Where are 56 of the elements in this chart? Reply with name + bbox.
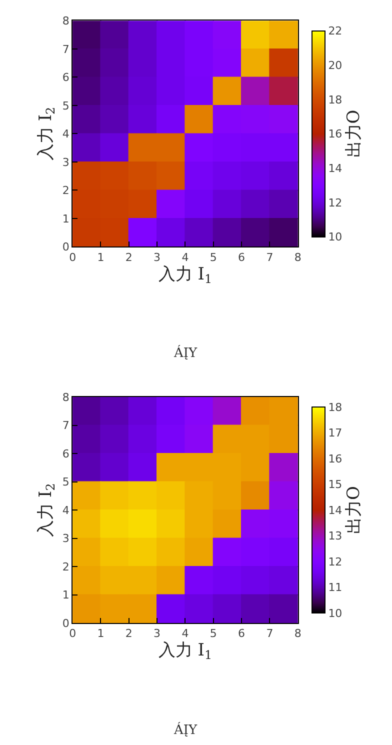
x-tick-label: 6	[238, 250, 246, 264]
y-tick-label: 6	[62, 71, 70, 84]
color-bar-label: 22	[328, 24, 342, 38]
color-bar-label: 20	[328, 58, 342, 72]
color-bar-label: 10	[328, 230, 342, 244]
y-tick-label: 0	[62, 616, 70, 630]
y-tick-label: 8	[62, 390, 70, 404]
color-bar-label: 15	[328, 478, 342, 492]
x-tick-label: 4	[182, 627, 189, 640]
y-tick-label: 0	[62, 240, 70, 254]
x-axis-title: 入力 I$_{1}$	[158, 640, 212, 662]
color-bar-label: 14	[328, 504, 342, 517]
color-bar-label: 18	[328, 93, 342, 106]
y-tick-label: 6	[62, 447, 70, 460]
color-bar-label: 12	[328, 555, 342, 568]
color-bar-label: 16	[328, 452, 342, 466]
x-tick-label: 7	[266, 627, 274, 640]
y-tick-label: 5	[62, 99, 70, 112]
y-tick-label: 8	[62, 14, 70, 28]
text: ÁĮY	[173, 344, 198, 361]
x-tick-label: 5	[210, 627, 217, 640]
color-bar-label: 11	[328, 581, 342, 594]
y-tick-label: 7	[62, 419, 70, 432]
y-tick-label: 1	[62, 212, 70, 226]
y-tick-label: 3	[62, 532, 70, 546]
color-bar-label: 13	[328, 530, 342, 543]
x-tick-label: 1	[97, 250, 104, 264]
color-bar-title: 出力O	[344, 110, 364, 158]
x-tick-label: 2	[125, 250, 132, 264]
x-tick-label: 6	[238, 627, 246, 640]
x-tick-label: 4	[182, 250, 189, 264]
y-tick-label: 3	[62, 156, 70, 169]
y-tick-label: 7	[62, 42, 70, 56]
color-bar-label: 12	[328, 196, 342, 210]
y-tick-label: 4	[62, 504, 70, 517]
y-tick-label: 2	[62, 184, 70, 198]
x-tick-label: 2	[125, 627, 132, 640]
y-tick-label: 5	[62, 476, 70, 489]
x-tick-label: 1	[97, 627, 104, 640]
color-bar-title: 出力O	[344, 486, 364, 534]
color-bar-label: 18	[328, 400, 342, 414]
x-tick-label: 3	[154, 627, 161, 640]
text: ÁĮY	[173, 721, 198, 738]
x-tick-label: 8	[294, 627, 302, 640]
x-tick-label: 8	[294, 250, 302, 264]
y-tick-label: 4	[62, 128, 70, 141]
color-bar-label: 10	[328, 606, 342, 620]
x-tick-label: 3	[154, 250, 161, 264]
y-tick-label: 1	[62, 588, 70, 602]
color-bar-label: 14	[328, 162, 342, 175]
color-bar-label: 16	[328, 128, 342, 141]
x-tick-label: 5	[210, 250, 217, 264]
x-axis-title: 入力 I$_{1}$	[158, 264, 212, 286]
x-tick-label: 7	[266, 250, 274, 264]
color-bar-label: 17	[328, 426, 342, 440]
y-tick-label: 2	[62, 560, 70, 574]
